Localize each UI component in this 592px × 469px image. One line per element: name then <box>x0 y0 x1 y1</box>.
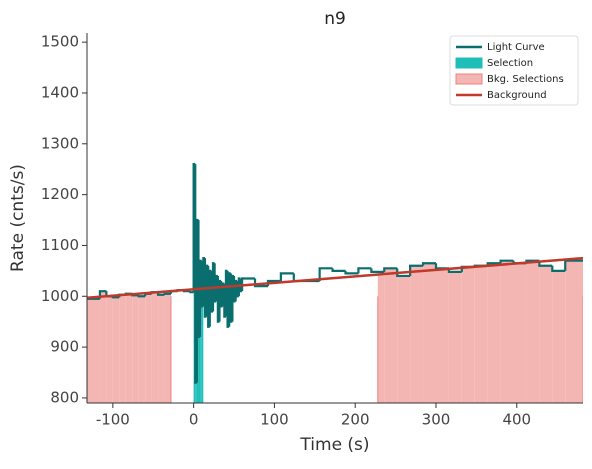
bkg-selection-fill <box>397 275 411 403</box>
bkg-selection-fill <box>565 260 583 403</box>
bkg-selection-fill <box>435 268 449 403</box>
legend-label: Light Curve <box>487 42 545 53</box>
light-curve-step <box>551 265 566 272</box>
bkg-selection-fill <box>138 296 146 403</box>
y-tick-label: 1300 <box>41 134 79 152</box>
selection-fill <box>201 306 204 403</box>
y-tick-label: 1000 <box>41 287 79 305</box>
bkg-selection-fill <box>423 263 436 403</box>
curve <box>87 163 583 384</box>
bkg-selection-fill <box>474 265 488 403</box>
x-tick-label: 200 <box>341 411 370 429</box>
light-curve-step <box>221 282 225 307</box>
legend-swatch <box>455 57 483 69</box>
light-curve-step <box>344 270 359 275</box>
x-tick-label: 100 <box>260 411 289 429</box>
bkg-selection-fill <box>539 265 553 403</box>
x-tick-label: 400 <box>502 411 531 429</box>
light-curve-step <box>137 295 146 298</box>
light-curve-step <box>421 262 436 266</box>
y-tick-label: 1200 <box>41 185 79 203</box>
light-curve-step <box>331 268 346 272</box>
y-tick-label: 1500 <box>41 33 79 51</box>
light-curve-step <box>499 259 514 264</box>
light-curve-step <box>318 267 333 282</box>
y-axis-label: Rate (cnts/s) <box>8 164 28 272</box>
light-curve-step <box>370 268 385 273</box>
x-tick-label: -100 <box>96 411 130 429</box>
bkg-selection-fill <box>410 265 424 403</box>
light-curve-step <box>198 259 202 337</box>
light-curve-step <box>232 275 236 303</box>
selection-fill <box>195 382 197 403</box>
bkg-selection-fill <box>500 260 514 403</box>
x-tick-label: 300 <box>422 411 451 429</box>
axes: -100 0 100 200 300 400 800 900 1000 1100 1200 1300 1… <box>41 33 583 429</box>
legend-label: Selection <box>487 58 533 69</box>
light-curve-step <box>241 277 256 292</box>
light-curve-step <box>163 292 172 295</box>
light-curve-step <box>208 269 212 327</box>
bkg-selection-fill <box>93 298 100 403</box>
y-tick-label: 900 <box>50 338 79 356</box>
bkg-selection-fill <box>552 270 566 403</box>
chart-title: n9 <box>324 9 346 29</box>
bkg-selection-fill <box>112 297 120 403</box>
light-curve-step <box>203 258 207 318</box>
light-curve-step <box>383 267 398 272</box>
bkg-selection-fill <box>125 293 133 403</box>
bkg-selection-fill <box>377 271 385 403</box>
bkg-selection-fill <box>448 271 462 403</box>
legend-label: Background <box>487 90 547 101</box>
y-tick-label: 800 <box>50 388 79 406</box>
y-tick-label: 1100 <box>41 236 79 254</box>
light-curve-step <box>253 278 268 288</box>
bkg-selection-fill <box>526 260 540 403</box>
light-curve-step <box>228 272 231 327</box>
x-tick-label: 0 <box>189 411 199 429</box>
legend: Light Curve Selection Bkg. Selections Backg… <box>449 35 579 106</box>
light-curve-step <box>279 272 294 282</box>
light-curve-step <box>207 265 210 328</box>
bkg-selection-fill <box>132 295 139 403</box>
bkg-selection-fill <box>151 292 159 403</box>
y-tick-label: 1400 <box>41 83 79 101</box>
x-axis-label: Time (s) <box>299 435 369 455</box>
light-curve-step <box>223 283 226 318</box>
light-curve-step <box>197 220 201 339</box>
light-curve-step <box>357 267 372 274</box>
legend-box <box>449 35 579 106</box>
bkg-selection-fill <box>145 293 152 403</box>
legend-swatch <box>455 73 483 85</box>
legend-label: Bkg. Selections <box>487 74 564 85</box>
light-curve-step <box>192 163 196 293</box>
bkg-selection-fill <box>513 263 527 403</box>
light-curve-step <box>202 257 205 307</box>
light-curve-step <box>226 270 230 328</box>
light-curve-step <box>396 268 411 278</box>
bkg-selection-fill <box>87 298 94 403</box>
bkg-selection-fill <box>106 296 113 403</box>
bkg-selection-fill <box>164 293 172 403</box>
bkg-selection-fill <box>487 263 501 403</box>
bkg-selection-fill <box>461 266 475 403</box>
light-curve-step <box>224 269 228 317</box>
light-curve-step <box>213 263 217 303</box>
bkg-selection-fill <box>384 268 398 403</box>
fills <box>87 164 583 403</box>
bkg-selection-fill <box>158 294 165 403</box>
bkg-selection-fill <box>119 294 126 403</box>
bkg-selection-fill <box>99 291 107 403</box>
background-line <box>87 256 583 300</box>
light-curve-step <box>239 278 243 293</box>
selection-fill <box>198 336 201 403</box>
